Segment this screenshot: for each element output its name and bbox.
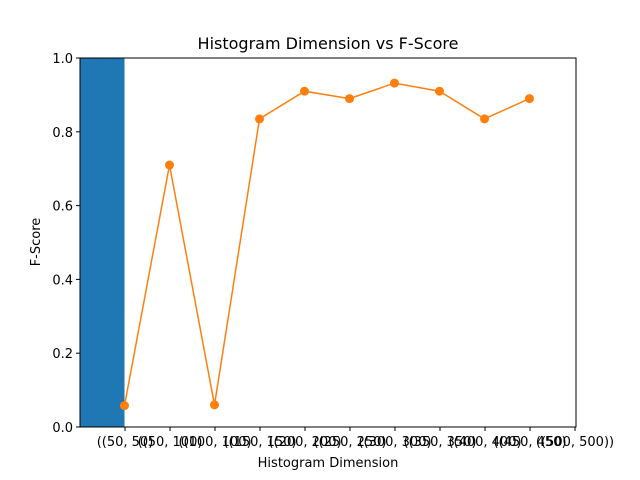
x-tick-label: ((150, 150) xyxy=(223,435,296,450)
fscore-point xyxy=(345,94,354,104)
x-tick-label: ((250, 250) xyxy=(313,435,386,450)
y-tick-label: 1.0 xyxy=(52,52,73,67)
fscore-point xyxy=(390,78,399,88)
fscore-point xyxy=(165,160,174,170)
x-tick-label: ((300, 300) xyxy=(358,435,431,450)
y-tick-label: 0.0 xyxy=(52,421,73,436)
y-tick-label: 0.2 xyxy=(52,347,73,362)
x-tick-label: ((500, 500)) xyxy=(536,435,614,450)
y-axis: 0.0 0.2 0.4 0.6 0.8 1.0 xyxy=(52,52,80,436)
y-axis-label: F-Score xyxy=(29,218,44,267)
fscore-line xyxy=(123,82,530,406)
x-tick-label: ((50, 50) xyxy=(97,435,154,450)
fscore-point xyxy=(120,401,129,411)
y-tick-label: 0.6 xyxy=(52,200,73,215)
fscore-point xyxy=(255,114,264,124)
x-tick-label: ((450, 450) xyxy=(493,435,566,450)
fscore-point xyxy=(480,114,489,124)
x-tick-label: ((200, 200) xyxy=(268,435,341,450)
x-tick-label: ((50, 100) xyxy=(138,435,203,450)
fscore-point xyxy=(525,94,534,104)
y-tick-label: 0.4 xyxy=(52,273,73,288)
y-tick-label: 0.8 xyxy=(52,126,73,141)
fscore-point xyxy=(300,86,309,96)
x-axis-label: Histogram Dimension xyxy=(258,456,399,471)
line-layer xyxy=(120,78,534,411)
chart-title: Histogram Dimension vs F-Score xyxy=(198,34,459,53)
fscore-point xyxy=(210,400,219,410)
bar xyxy=(79,58,125,427)
fscore-point xyxy=(435,86,444,96)
x-tick-label: ((100, 100) xyxy=(178,435,251,450)
x-tick-label: ((400, 400) xyxy=(448,435,521,450)
bars-layer xyxy=(79,58,125,427)
x-axis: ((50, 50)((50, 100)((100, 100)((150, 150… xyxy=(97,427,614,450)
x-tick-label: ((350, 350) xyxy=(403,435,476,450)
plot-frame xyxy=(79,57,577,428)
